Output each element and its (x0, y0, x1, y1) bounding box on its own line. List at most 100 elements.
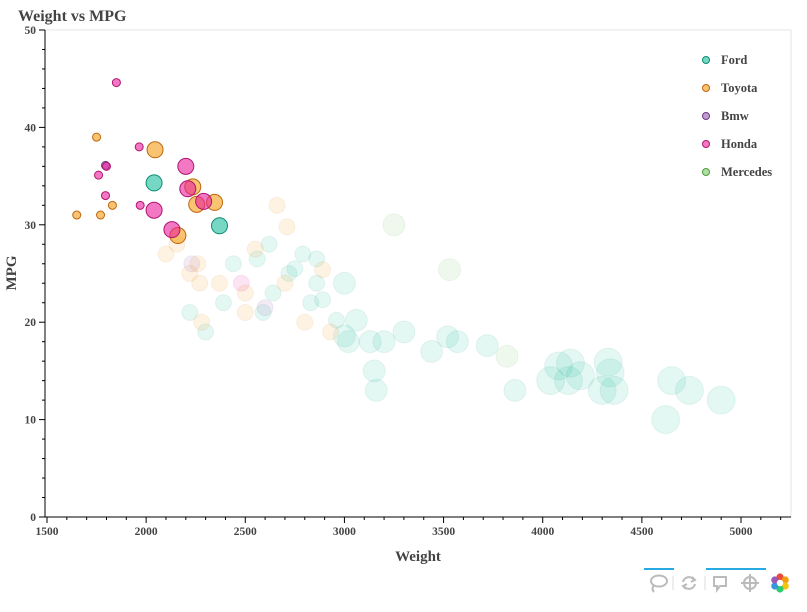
data-point-honda-9[interactable] (179, 180, 197, 198)
data-point-ford-15[interactable] (308, 250, 326, 268)
data-point-toyota-23[interactable] (314, 261, 332, 279)
data-point-ford-33[interactable] (544, 351, 574, 381)
data-point-honda-4[interactable] (134, 142, 144, 152)
data-point-ford-37[interactable] (587, 375, 617, 405)
data-point-ford-31[interactable] (503, 378, 527, 402)
data-point-toyota-17[interactable] (236, 303, 254, 321)
data-point-toyota-4[interactable] (146, 141, 164, 159)
data-point-ford-24[interactable] (364, 378, 388, 402)
data-point-ford-42[interactable] (657, 366, 687, 396)
data-point-ford-6[interactable] (248, 250, 266, 268)
data-point-ford-20[interactable] (336, 330, 360, 354)
x-axis-label: Weight (395, 549, 441, 565)
data-point-honda-8[interactable] (177, 157, 195, 175)
data-point-ford-27[interactable] (420, 339, 444, 363)
y-axis-label: MPG (4, 255, 20, 290)
data-point-toyota-9[interactable] (157, 245, 175, 263)
data-point-ford-10[interactable] (280, 265, 298, 282)
legend-item-ford[interactable]: Ford (702, 53, 748, 67)
data-point-ford-44[interactable] (706, 385, 736, 415)
crosshair-icon[interactable] (741, 574, 759, 592)
data-point-ford-34[interactable] (553, 366, 583, 396)
data-point-ford-43[interactable] (674, 375, 704, 405)
data-point-ford-9[interactable] (264, 284, 282, 302)
data-point-ford-32[interactable] (536, 366, 566, 396)
data-point-honda-11[interactable] (232, 274, 250, 292)
data-point-bmw-2[interactable] (256, 299, 274, 317)
data-point-toyota-19[interactable] (268, 196, 286, 214)
data-point-toyota-18[interactable] (246, 240, 264, 258)
data-point-mercedes-1[interactable] (438, 258, 462, 282)
data-point-ford-14[interactable] (308, 274, 326, 292)
data-point-honda-3[interactable] (101, 161, 111, 171)
data-point-honda-0[interactable] (94, 170, 104, 180)
data-point-ford-17[interactable] (327, 311, 345, 329)
bokeh-logo-icon[interactable] (771, 573, 789, 593)
data-point-ford-23[interactable] (362, 359, 386, 383)
data-point-ford-21[interactable] (344, 308, 368, 332)
legend-item-honda[interactable]: Honda (702, 137, 758, 151)
data-point-mercedes-2[interactable] (495, 344, 519, 368)
reset-icon[interactable] (681, 576, 697, 590)
data-point-ford-25[interactable] (372, 330, 396, 354)
data-point-honda-1[interactable] (100, 191, 110, 201)
data-point-toyota-2[interactable] (96, 210, 106, 220)
data-point-ford-22[interactable] (358, 330, 382, 354)
data-point-honda-6[interactable] (145, 201, 163, 219)
legend-item-bmw[interactable]: Bmw (702, 109, 749, 123)
data-point-ford-19[interactable] (332, 324, 356, 348)
data-point-ford-5[interactable] (224, 255, 242, 273)
data-point-toyota-21[interactable] (278, 218, 296, 236)
data-point-ford-26[interactable] (392, 320, 416, 344)
data-point-honda-10[interactable] (195, 192, 213, 210)
data-point-toyota-15[interactable] (211, 274, 229, 292)
y-tick-label: 10 (25, 415, 37, 427)
data-point-ford-18[interactable] (332, 271, 356, 295)
data-point-ford-38[interactable] (593, 347, 623, 377)
data-point-ford-13[interactable] (302, 294, 320, 312)
data-point-bmw-1[interactable] (183, 255, 201, 273)
data-point-ford-29[interactable] (445, 330, 469, 354)
data-point-toyota-0[interactable] (72, 210, 82, 220)
plot-area[interactable] (44, 29, 792, 518)
data-point-ford-39[interactable] (595, 358, 625, 388)
data-point-toyota-24[interactable] (322, 323, 340, 341)
data-point-toyota-22[interactable] (296, 313, 314, 331)
data-point-ford-12[interactable] (294, 245, 312, 263)
x-tick-label: 2500 (234, 526, 257, 538)
data-point-ford-30[interactable] (475, 334, 499, 358)
data-point-toyota-20[interactable] (276, 274, 294, 292)
data-point-ford-8[interactable] (260, 235, 278, 253)
legend-item-mercedes[interactable]: Mercedes (702, 165, 773, 179)
data-point-toyota-3[interactable] (107, 200, 117, 210)
data-point-ford-0[interactable] (145, 174, 163, 192)
data-point-honda-7[interactable] (163, 221, 181, 239)
data-point-honda-2[interactable] (111, 78, 121, 88)
legend-item-toyota[interactable]: Toyota (702, 81, 759, 95)
data-point-ford-28[interactable] (436, 325, 460, 349)
data-point-mercedes-0[interactable] (382, 213, 406, 237)
data-point-ford-1[interactable] (211, 217, 229, 235)
data-point-ford-4[interactable] (214, 294, 232, 312)
data-point-ford-11[interactable] (286, 260, 304, 278)
data-point-toyota-12[interactable] (189, 255, 207, 273)
lasso-select-icon[interactable] (650, 574, 668, 593)
data-point-ford-36[interactable] (565, 361, 595, 391)
data-point-ford-35[interactable] (555, 348, 585, 378)
data-point-ford-2[interactable] (181, 303, 199, 321)
data-point-toyota-16[interactable] (236, 284, 254, 302)
data-point-toyota-11[interactable] (181, 265, 199, 282)
data-point-ford-41[interactable] (651, 405, 681, 435)
data-point-toyota-13[interactable] (191, 274, 209, 292)
data-point-toyota-14[interactable] (193, 313, 211, 331)
data-point-ford-40[interactable] (599, 375, 629, 405)
x-tick-label: 4500 (630, 526, 653, 538)
hover-icon[interactable] (713, 576, 727, 593)
data-point-ford-3[interactable] (197, 323, 215, 341)
legend-marker (702, 84, 710, 92)
data-point-ford-7[interactable] (254, 303, 272, 321)
data-point-ford-16[interactable] (314, 291, 332, 309)
data-point-honda-5[interactable] (135, 200, 145, 210)
data-point-toyota-1[interactable] (92, 132, 102, 142)
